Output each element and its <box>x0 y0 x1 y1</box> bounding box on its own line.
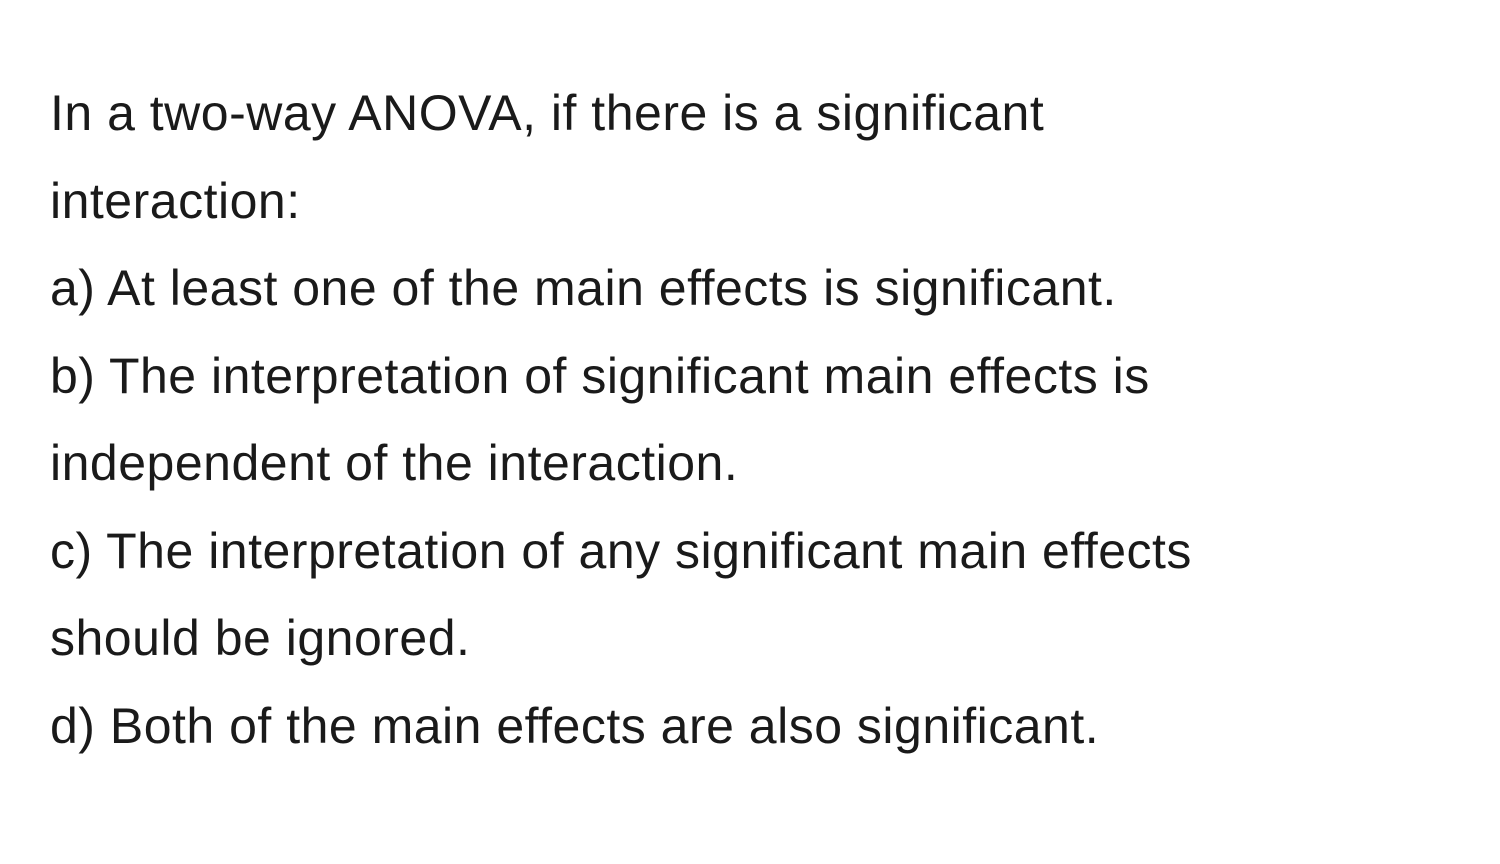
option-c-line-2: should be ignored. <box>50 595 1450 683</box>
question-stem-line-2: interaction: <box>50 158 1450 246</box>
option-c-line-1: c) The interpretation of any significant… <box>50 508 1450 596</box>
question-block: In a two-way ANOVA, if there is a signif… <box>50 70 1450 770</box>
option-b-line-2: independent of the interaction. <box>50 420 1450 508</box>
option-b-line-1: b) The interpretation of significant mai… <box>50 333 1450 421</box>
option-d: d) Both of the main effects are also sig… <box>50 683 1450 771</box>
option-a: a) At least one of the main effects is s… <box>50 245 1450 333</box>
question-stem-line-1: In a two-way ANOVA, if there is a signif… <box>50 70 1450 158</box>
